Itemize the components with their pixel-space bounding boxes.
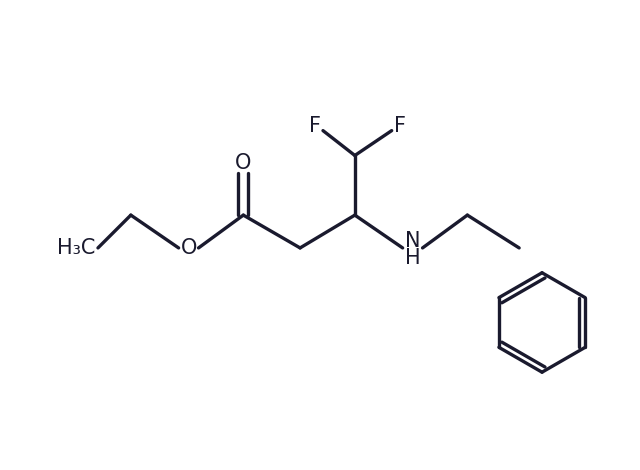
Text: O: O: [235, 153, 252, 173]
Text: F: F: [394, 116, 406, 136]
Text: H₃C: H₃C: [57, 238, 95, 258]
Text: O: O: [180, 238, 196, 258]
Text: F: F: [309, 116, 321, 136]
Text: N: N: [405, 231, 420, 251]
Text: H: H: [404, 248, 420, 268]
